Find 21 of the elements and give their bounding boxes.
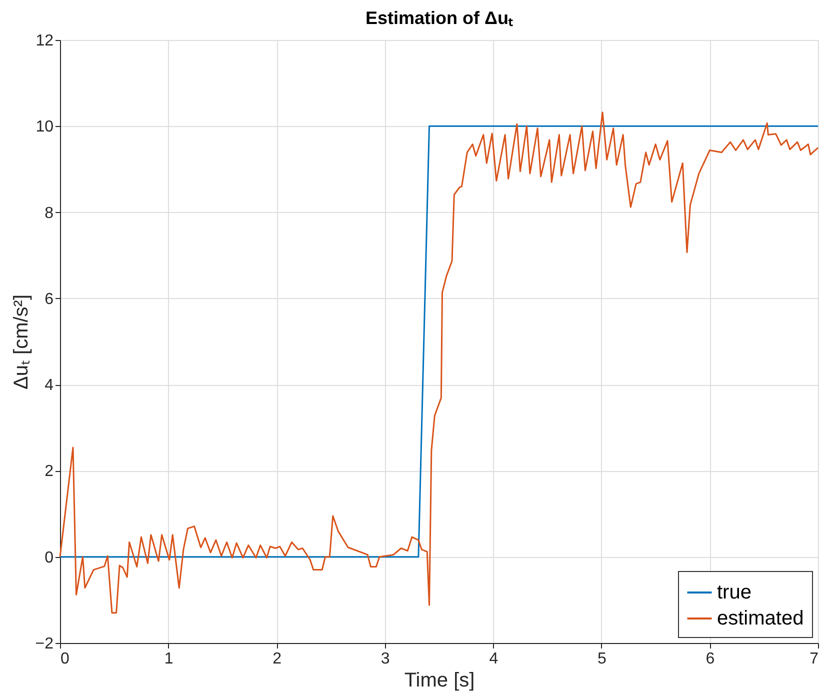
y-tick-label: 8 xyxy=(44,204,54,222)
chart-title: Estimation of Δuₜ xyxy=(366,8,514,28)
y-tick-label: 0 xyxy=(44,549,54,566)
x-tick-label: 0 xyxy=(60,650,70,668)
x-axis-title: Time [s] xyxy=(404,670,475,692)
x-tick-label: 7 xyxy=(810,650,819,668)
y-axis-title: Δuₜ [cm/s²] xyxy=(10,294,32,390)
x-tick-label: 2 xyxy=(272,650,282,668)
y-tick-label: −2 xyxy=(35,636,54,652)
x-tick-label: 6 xyxy=(706,650,715,668)
legend-label: true xyxy=(717,582,752,604)
y-tick-label: 4 xyxy=(44,377,54,394)
x-tick-label: 5 xyxy=(597,650,606,668)
y-tick-label: 2 xyxy=(44,463,54,480)
x-tick-label: 4 xyxy=(489,650,498,668)
legend-label: estimated xyxy=(717,608,804,630)
y-tick-label: 10 xyxy=(36,118,54,136)
y-tick-label: 6 xyxy=(44,290,54,308)
x-tick-label: 1 xyxy=(164,650,174,668)
y-tick-label: 12 xyxy=(36,32,54,50)
x-tick-label: 3 xyxy=(380,650,390,668)
